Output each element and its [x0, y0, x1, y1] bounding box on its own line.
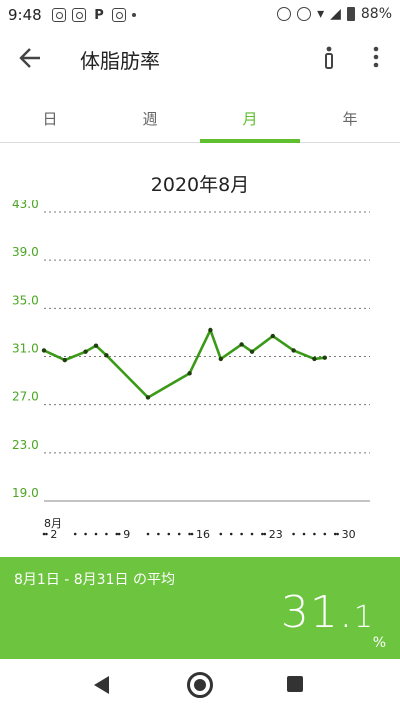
x-tick-dot — [240, 532, 243, 536]
tab-week[interactable]: 週 — [142, 110, 158, 128]
x-tick-dot — [219, 532, 223, 536]
camera-notification-icon — [52, 8, 66, 22]
x-tick-dot — [45, 532, 48, 536]
data-point[interactable] — [218, 356, 223, 362]
app-bar: 体脂肪率 — [0, 30, 400, 86]
x-tick-dot — [146, 532, 150, 536]
tab-year[interactable]: 年 — [342, 110, 358, 128]
data-point[interactable] — [104, 353, 109, 358]
system-navigation-bar — [0, 659, 400, 711]
x-tick-label: 23 — [269, 528, 283, 541]
more-notifications-icon — [132, 13, 136, 17]
camera-notification-icon-2 — [72, 8, 86, 22]
x-tick-dot — [292, 532, 295, 536]
data-point[interactable] — [145, 395, 151, 400]
info-icon — [325, 46, 333, 69]
back-button[interactable] — [16, 44, 46, 72]
chart-title: 2020年8月 — [150, 174, 250, 196]
data-point[interactable] — [93, 343, 99, 348]
series-line — [43, 328, 325, 399]
do-not-disturb-icon — [297, 7, 312, 21]
data-point[interactable] — [62, 357, 67, 363]
x-tick-dot — [177, 532, 181, 536]
x-tick-dot — [157, 532, 160, 536]
data-point[interactable] — [41, 348, 47, 353]
data-point[interactable] — [208, 327, 213, 333]
arrow-left-icon — [19, 48, 40, 68]
overflow-menu-button[interactable] — [366, 44, 386, 72]
battery-percent: 88% — [360, 6, 392, 22]
data-point[interactable] — [322, 355, 327, 360]
x-axis-label: 8月 — [44, 517, 62, 530]
average-value-integer: 31. — [280, 587, 354, 638]
x-tick-dot — [263, 532, 267, 536]
data-point[interactable] — [270, 333, 275, 339]
signal-icon: ◢ — [330, 6, 341, 22]
average-summary-panel: 8月1日 - 8月31日 の平均 31.1 % — [0, 557, 400, 659]
x-tick-label: 16 — [196, 528, 210, 541]
tab-day[interactable]: 日 — [42, 110, 58, 128]
average-period-label: 8月1日 - 8月31日 の平均 — [14, 572, 175, 588]
y-tick-label: 39.0 — [12, 245, 39, 259]
status-time: 9:48 — [8, 6, 42, 24]
y-tick-label: 43.0 — [12, 200, 39, 211]
tab-month[interactable]: 月 — [200, 98, 300, 143]
x-tick-dot — [302, 532, 306, 536]
notification-icons: P — [52, 7, 136, 23]
y-tick-label: 19.0 — [12, 486, 39, 500]
system-icons: ▾ ◢ 88% — [277, 6, 392, 22]
more-vert-icon — [373, 46, 379, 68]
data-point[interactable] — [312, 356, 317, 362]
x-tick-dot — [190, 532, 194, 536]
data-point[interactable] — [239, 342, 244, 347]
news-notification-icon — [112, 8, 126, 22]
x-tick-dot — [105, 532, 108, 536]
x-tick-dot — [188, 532, 191, 536]
x-tick-label: 9 — [123, 528, 130, 541]
nav-back-icon[interactable] — [94, 676, 109, 694]
x-tick-dot — [323, 532, 327, 536]
average-value-decimal: 1 — [353, 600, 374, 635]
battery-icon — [346, 7, 355, 21]
x-tick-dot — [94, 532, 98, 536]
x-tick-dot — [42, 532, 46, 536]
x-tick-dot — [229, 532, 233, 536]
data-point[interactable] — [187, 371, 192, 376]
alarm-icon — [277, 7, 292, 21]
x-tick-dot — [115, 532, 119, 536]
x-tick-dot — [73, 532, 77, 536]
info-button[interactable] — [318, 44, 340, 72]
x-tick-label: 30 — [342, 528, 356, 541]
x-tick-dot — [84, 532, 87, 536]
nav-home-icon[interactable] — [187, 672, 213, 698]
x-tick-label: 2 — [50, 528, 57, 541]
average-unit: % — [372, 635, 386, 651]
x-tick-dot — [336, 532, 339, 536]
p-notification-icon: P — [94, 7, 104, 23]
period-tabs: 日 週 月 年 — [0, 98, 400, 143]
wifi-icon: ▾ — [317, 6, 325, 22]
x-tick-dot — [250, 532, 254, 536]
y-tick-label: 23.0 — [12, 438, 39, 452]
body-fat-line-chart[interactable]: 19.0 23.0 27.0 31.0 35.0 39.0 43.0 8月2 9 16 23 30 — [0, 200, 400, 555]
page-title: 体脂肪率 — [80, 49, 160, 73]
y-tick-label: 27.0 — [12, 390, 39, 404]
status-bar: 9:48 P ▾ ◢ 88% — [0, 0, 400, 30]
average-value: 31.1 — [281, 587, 374, 638]
x-tick-dot — [261, 532, 264, 536]
data-point[interactable] — [291, 348, 296, 353]
x-tick-dot — [333, 532, 337, 536]
y-tick-label: 31.0 — [12, 342, 39, 356]
data-point[interactable] — [249, 349, 255, 354]
x-tick-dot — [117, 532, 121, 536]
x-tick-dot — [313, 532, 316, 536]
y-tick-label: 35.0 — [12, 293, 39, 307]
data-point[interactable] — [83, 349, 88, 354]
x-tick-dot — [167, 532, 171, 536]
nav-recents-icon[interactable] — [287, 676, 303, 692]
